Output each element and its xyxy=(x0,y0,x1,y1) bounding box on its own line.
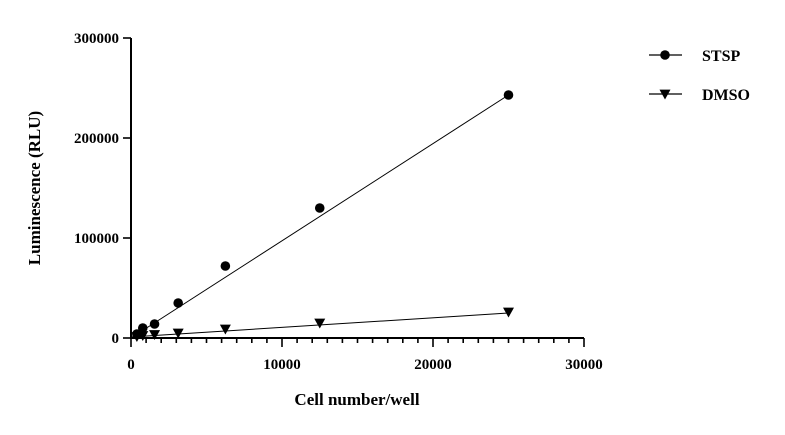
y-tick-label: 200000 xyxy=(74,131,119,147)
x-tick-label: 20000 xyxy=(414,357,452,373)
data-point-stsp xyxy=(503,90,514,100)
y-tick-label: 300000 xyxy=(74,31,119,47)
data-point-dmso xyxy=(149,330,161,340)
data-point-dmso xyxy=(314,318,326,329)
y-tick-label: 100000 xyxy=(74,231,119,247)
x-tick-label: 10000 xyxy=(263,357,301,373)
y-tick-label: 0 xyxy=(112,331,120,347)
legend-label: DMSO xyxy=(702,87,750,104)
legend: STSP DMSO xyxy=(649,48,750,104)
data-point-dmso xyxy=(503,307,514,318)
fit-lines xyxy=(130,94,509,339)
axes: 0 100000 200000 300000 0 10000 20000 30000 xyxy=(74,31,603,373)
legend-item-stsp: STSP xyxy=(649,48,740,65)
legend-marker xyxy=(660,50,670,60)
data-marks xyxy=(131,90,514,342)
x-tick-label: 0 xyxy=(127,357,135,373)
data-point-stsp xyxy=(220,261,231,271)
y-axis-title: Luminescence (RLU) xyxy=(25,111,44,265)
x-tick-label: 30000 xyxy=(565,357,603,373)
legend-item-dmso: DMSO xyxy=(649,87,750,104)
data-point-stsp xyxy=(149,319,160,329)
data-point-stsp xyxy=(314,203,325,213)
data-point-dmso xyxy=(219,324,231,335)
x-axis-title: Cell number/well xyxy=(294,390,419,409)
data-point-stsp xyxy=(173,298,183,308)
data-point-dmso xyxy=(172,328,184,339)
data-point-dmso xyxy=(137,331,149,341)
data-point-stsp xyxy=(137,323,148,333)
legend-label: STSP xyxy=(702,48,740,65)
legend-marker xyxy=(659,89,671,100)
fit-line-stsp xyxy=(130,94,509,339)
